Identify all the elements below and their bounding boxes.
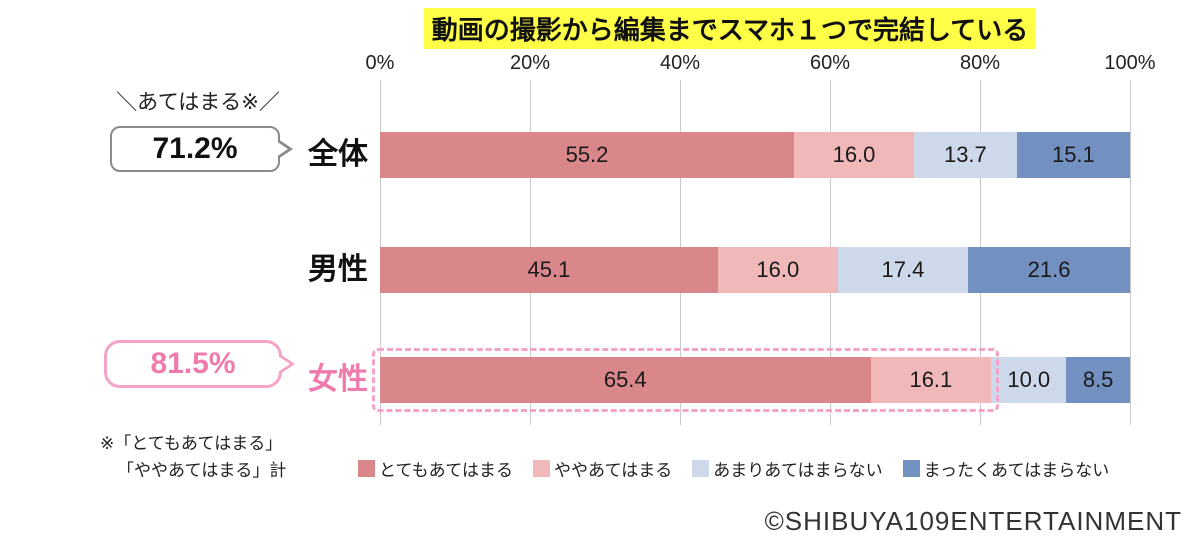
value-label: 16.0	[832, 142, 876, 167]
bar-row: 全体 55.2 16.0 13.7 15.1	[308, 132, 1130, 178]
legend-swatch	[532, 460, 550, 477]
bar-segment: 10.0	[991, 357, 1067, 403]
legend-item: とてもあてはまる	[358, 456, 513, 481]
total-callout-value: 71.2%	[152, 132, 238, 165]
category-label: 男性	[308, 253, 368, 286]
value-label: 16.1	[909, 367, 953, 392]
value-label: 17.4	[881, 257, 925, 282]
legend: とてもあてはまる ややあてはまる あまりあてはまらない まったくあてはまらない	[358, 456, 1109, 481]
legend-item: ややあてはまる	[532, 456, 673, 481]
footnote: ※「とてもあてはまる」 「ややあてはまる」計	[100, 430, 286, 484]
legend-swatch	[692, 460, 710, 477]
bar-segment: 21.6	[968, 247, 1130, 293]
legend-item: あまりあてはまらない	[692, 456, 883, 481]
legend-item: まったくあてはまらない	[902, 456, 1110, 481]
chart-title: 動画の撮影から編集までスマホ１つで完結している	[423, 8, 1037, 49]
value-label: 8.5	[1082, 367, 1114, 392]
x-tick-label: 60%	[809, 52, 851, 74]
x-tick-label: 20%	[509, 52, 551, 74]
copyright: ©SHIBUYA109ENTERTAINMENT	[764, 506, 1182, 536]
female-callout-bubble: 81.5%	[104, 340, 295, 388]
female-callout-value: 81.5%	[150, 347, 236, 380]
bar-segment: 16.0	[794, 132, 914, 178]
bar-segment: 13.7	[914, 132, 1017, 178]
x-tick-label: 80%	[959, 52, 1001, 74]
value-label: 55.2	[565, 142, 609, 167]
female-highlight-box	[372, 348, 999, 412]
legend-swatch	[902, 460, 920, 477]
bar-segment: 8.5	[1066, 357, 1130, 403]
x-tick-label: 40%	[659, 52, 701, 74]
footnote-line-1: ※「とてもあてはまる」	[100, 434, 283, 453]
x-tick-label: 100%	[1104, 52, 1156, 74]
bar-segment: 16.0	[717, 247, 838, 293]
legend-label: まったくあてはまらない	[923, 461, 1110, 480]
bar-row: 女性 65.4 16.1 10.0 8.5	[308, 357, 1130, 403]
value-label: 13.7	[943, 142, 987, 167]
gridline	[1130, 80, 1131, 425]
bar-segment: 15.1	[1016, 132, 1130, 178]
legend-label: あまりあてはまらない	[713, 461, 883, 480]
legend-swatch	[358, 460, 375, 477]
bar-segment: 45.1	[380, 247, 718, 293]
value-label: 21.6	[1027, 257, 1071, 282]
x-tick-label: 0%	[365, 52, 395, 74]
value-label: 15.1	[1051, 142, 1095, 167]
value-label: 65.4	[603, 367, 647, 392]
callout-caption: ＼あてはまる※／	[116, 91, 280, 114]
legend-label: とてもあてはまる	[379, 461, 513, 480]
total-callout-bubble: 71.2%	[110, 126, 293, 172]
bar-segment: 55.2	[380, 132, 794, 178]
value-label: 10.0	[1007, 367, 1051, 392]
bar-segment: 65.4	[380, 357, 871, 403]
legend-label: ややあてはまる	[553, 461, 673, 480]
category-label: 全体	[308, 138, 368, 171]
bar-segment: 17.4	[837, 247, 969, 293]
value-label: 45.1	[527, 257, 571, 282]
footnote-line-2: 「ややあてはまる」計	[117, 461, 287, 481]
value-label: 16.0	[756, 257, 800, 282]
plot-area: 0% 20% 40% 60% 80% 100% 全体 55.2 16.0 13.7 15.1 男性 45…	[308, 52, 1156, 425]
category-label: 女性	[308, 363, 368, 396]
bar-row: 男性 45.1 16.0 17.4 21.6	[308, 247, 1130, 293]
bar-segment: 16.1	[870, 357, 992, 403]
